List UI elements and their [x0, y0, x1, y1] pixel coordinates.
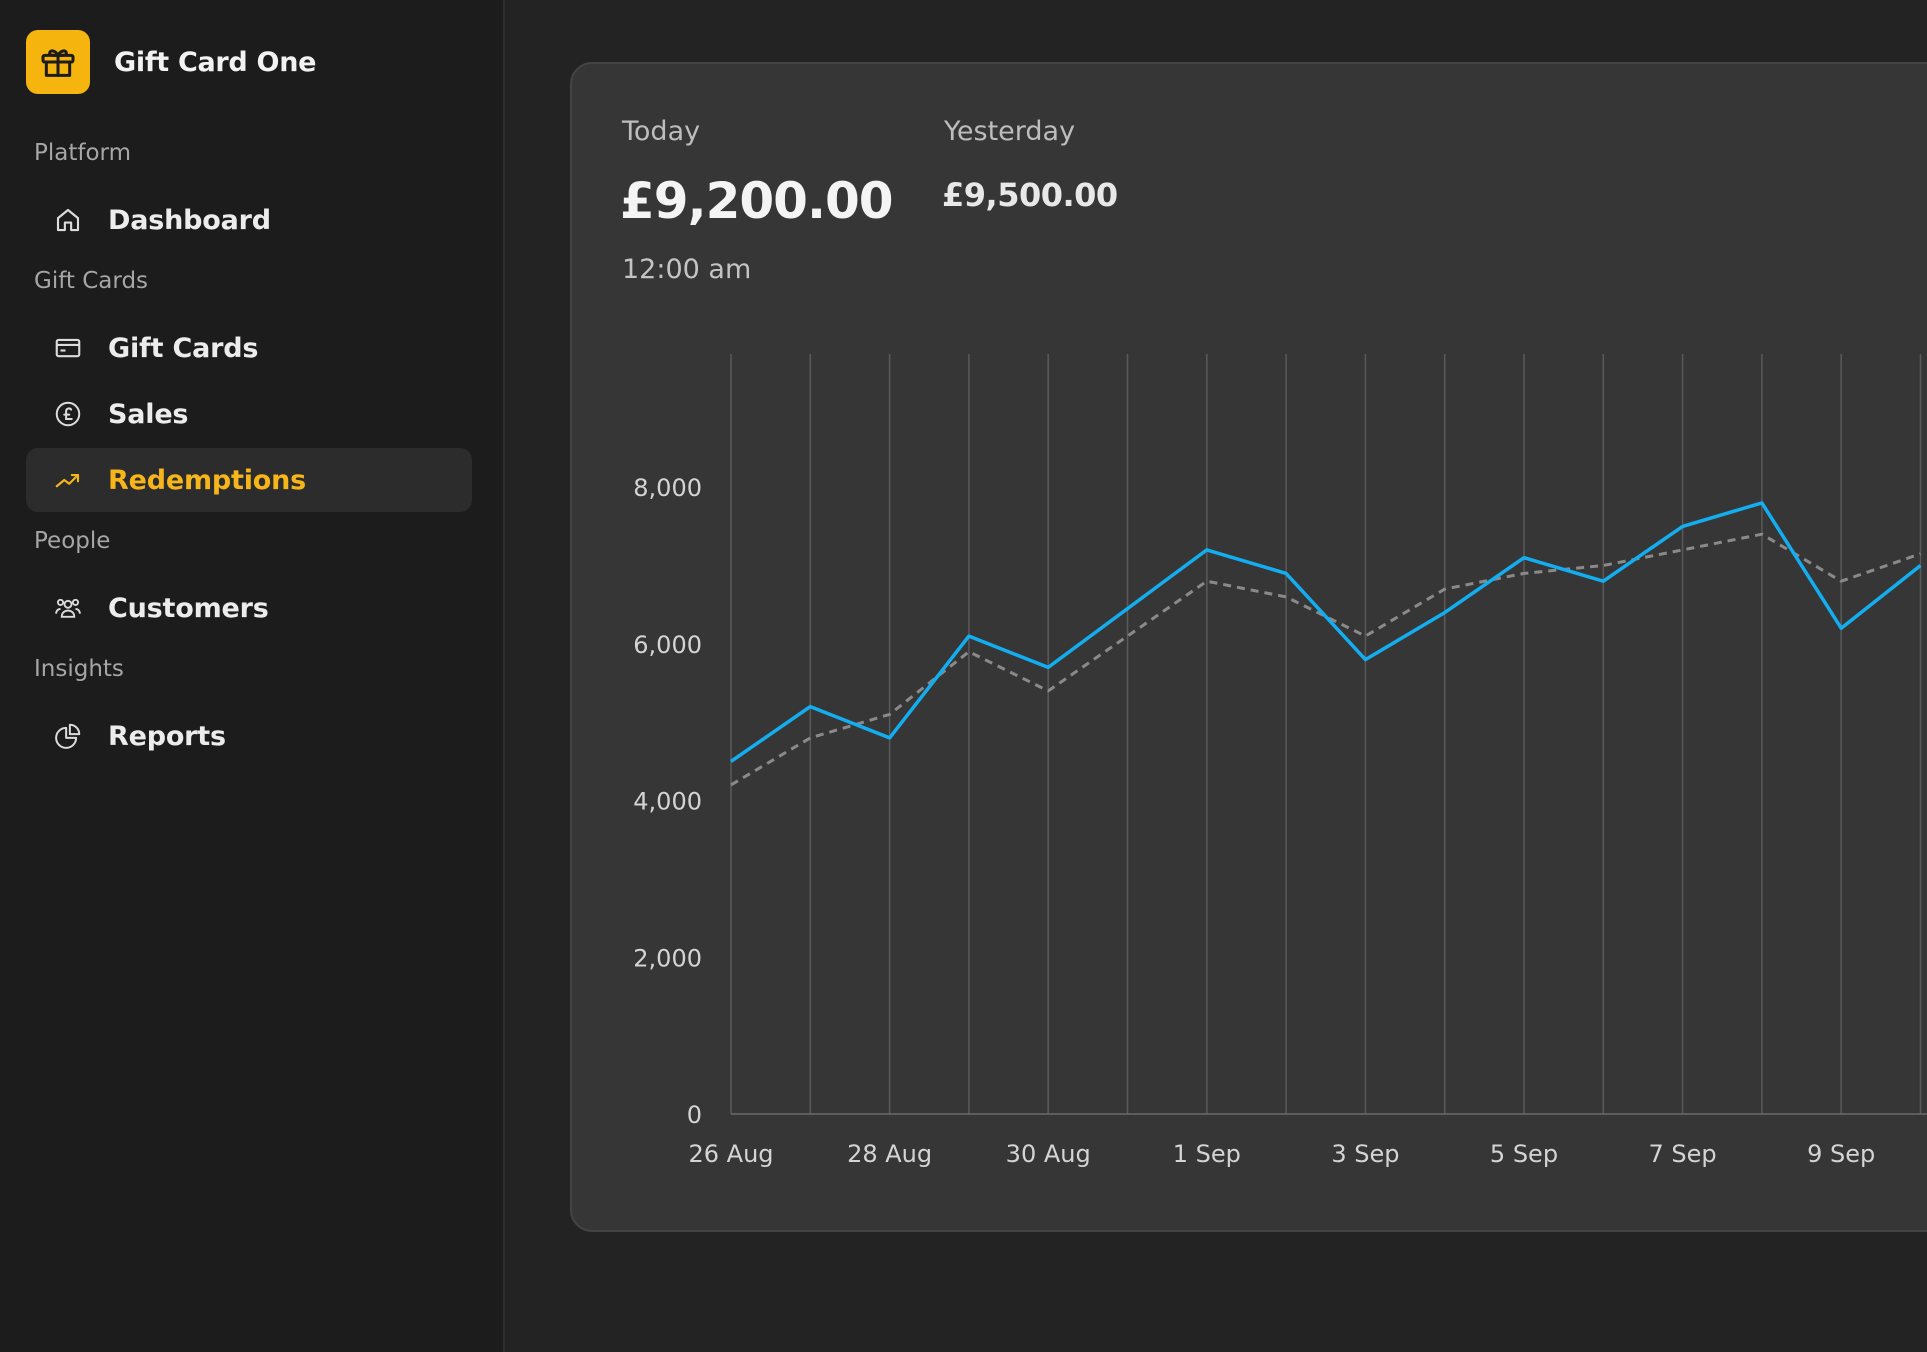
- nav-item-dashboard[interactable]: Dashboard: [26, 188, 472, 252]
- y-tick-label: 0: [687, 1101, 702, 1129]
- chart-gridlines: [730, 354, 1927, 1115]
- nav-item-customers[interactable]: Customers: [26, 576, 472, 640]
- y-tick-label: 6,000: [633, 631, 702, 659]
- y-tick-label: 4,000: [633, 788, 702, 816]
- today-value: £9,200.00: [620, 172, 894, 230]
- yesterday-value: £9,500.00: [942, 176, 1118, 214]
- yesterday-label: Yesterday: [944, 116, 1076, 147]
- today-time: 12:00 am: [622, 254, 752, 285]
- app-name: Gift Card One: [114, 46, 317, 78]
- today-label: Today: [622, 116, 701, 147]
- section-label-gift-cards: Gift Cards: [34, 268, 149, 294]
- home-icon: [52, 204, 84, 236]
- nav-item-gift-cards[interactable]: Gift Cards: [26, 316, 472, 380]
- gift-icon: [26, 30, 90, 94]
- x-tick-label: 26 Aug: [688, 1140, 773, 1168]
- x-tick-label: 7 Sep: [1649, 1140, 1717, 1168]
- x-tick-label: 9 Sep: [1807, 1140, 1875, 1168]
- redemptions-line-chart[interactable]: 0 2,000 4,000 6,000 8,000 26 Aug 28 Aug 30 Aug…: [572, 64, 1927, 1230]
- x-axis: 26 Aug 28 Aug 30 Aug 1 Sep 3 Sep 5 Sep 7 Sep 9 …: [688, 1140, 1875, 1168]
- x-tick-label: 28 Aug: [847, 1140, 932, 1168]
- users-icon: [52, 592, 84, 624]
- sidebar: Gift Card One Platform Dashboard Gift Ca…: [0, 0, 505, 1352]
- x-tick-label: 5 Sep: [1490, 1140, 1558, 1168]
- nav-item-reports[interactable]: Reports: [26, 704, 472, 768]
- nav-item-label: Gift Cards: [108, 332, 259, 364]
- section-label-platform: Platform: [34, 140, 131, 166]
- redemptions-chart-card: Today £9,200.00 12:00 am Yesterday £9,50…: [570, 62, 1927, 1232]
- x-tick-label: 30 Aug: [1006, 1140, 1091, 1168]
- nav-item-sales[interactable]: Sales: [26, 382, 472, 446]
- nav-item-label: Customers: [108, 592, 269, 624]
- nav-item-label: Redemptions: [108, 464, 307, 496]
- x-tick-label: 3 Sep: [1331, 1140, 1399, 1168]
- chart-series: [730, 501, 1922, 787]
- nav-item-label: Sales: [108, 398, 189, 430]
- card-icon: [52, 332, 84, 364]
- y-tick-label: 2,000: [633, 944, 702, 972]
- section-label-insights: Insights: [34, 656, 124, 682]
- nav-item-label: Dashboard: [108, 204, 271, 236]
- x-tick-label: 1 Sep: [1173, 1140, 1241, 1168]
- series-line-today[interactable]: [730, 501, 1922, 763]
- nav-item-label: Reports: [108, 720, 226, 752]
- section-label-people: People: [34, 528, 111, 554]
- pound-coin-icon: [52, 398, 84, 430]
- y-axis: 0 2,000 4,000 6,000 8,000: [633, 474, 702, 1129]
- brand[interactable]: Gift Card One: [26, 30, 316, 94]
- nav-item-redemptions[interactable]: Redemptions: [26, 448, 472, 512]
- trending-up-icon: [52, 464, 84, 496]
- series-line-yesterday[interactable]: [730, 532, 1921, 787]
- pie-chart-icon: [52, 720, 84, 752]
- y-tick-label: 8,000: [633, 474, 702, 502]
